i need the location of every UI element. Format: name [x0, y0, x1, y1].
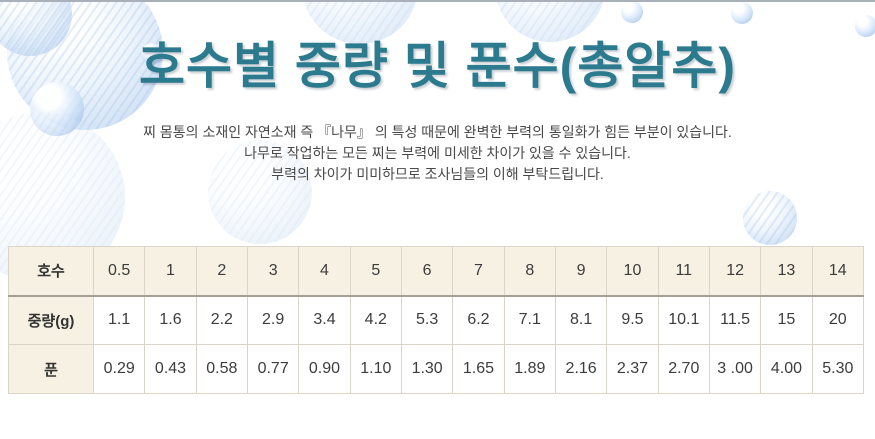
- intro-text: 찌 몸통의 소재인 자연소재 즉 『나무』 의 특성 때문에 완벽한 부력의 통…: [0, 122, 875, 185]
- table-cell: 9.5: [606, 295, 659, 345]
- table-cell: 11: [657, 246, 710, 297]
- table-cell: 9: [554, 246, 608, 297]
- table-cell: 11.5: [708, 295, 762, 345]
- row-label-cell: 푼: [8, 344, 94, 394]
- table-cell: 2.9: [246, 295, 300, 345]
- table-cell: 2: [195, 246, 248, 297]
- table-cell: 4: [298, 246, 351, 297]
- page-title: 호수별 중량 및 푼수(총알추): [139, 38, 736, 94]
- table-cell: 6: [400, 246, 454, 297]
- table-row-pun: 푼 0.29 0.43 0.58 0.77 0.90 1.10 1.30 1.6…: [8, 344, 865, 394]
- table-cell: 3: [246, 246, 300, 297]
- table-cell: 14: [811, 246, 865, 297]
- table-cell: 2.16: [554, 344, 608, 394]
- table-cell: 0.58: [195, 344, 248, 394]
- table-cell: 6.2: [452, 295, 505, 345]
- table-cell: 0.77: [246, 344, 300, 394]
- table-row-weight: 중량(g) 1.1 1.6 2.2 2.9 3.4 4.2 5.3 6.2 7.…: [8, 295, 865, 345]
- table-cell: 7: [452, 246, 505, 297]
- table-cell: 2.2: [195, 295, 248, 345]
- table-cell: 5: [349, 246, 402, 297]
- table-cell: 5.30: [811, 344, 865, 394]
- table-cell: 1.6: [144, 295, 197, 345]
- table-cell: 1.30: [400, 344, 454, 394]
- table-cell: 1.89: [503, 344, 556, 394]
- table-cell: 1.1: [92, 295, 146, 345]
- intro-line-1: 찌 몸통의 소재인 자연소재 즉 『나무』 의 특성 때문에 완벽한 부력의 통…: [143, 124, 732, 140]
- table-cell: 12: [708, 246, 762, 297]
- table-cell: 8.1: [554, 295, 608, 345]
- table-cell: 1.10: [349, 344, 402, 394]
- table-cell: 0.29: [92, 344, 146, 394]
- table-cell: 4.00: [760, 344, 813, 394]
- table-cell: 4.2: [349, 295, 402, 345]
- table-row-size: 호수 0.5 1 2 3 4 5 6 7 8 9 10 11 12 13 14: [8, 246, 865, 297]
- table-cell: 1.65: [452, 344, 505, 394]
- table-cell: 3 .00: [708, 344, 762, 394]
- bubble-graphic: [621, 2, 643, 23]
- intro-line-2: 나무로 작업하는 모든 찌는 부력에 미세한 차이가 있을 수 있습니다.: [244, 145, 631, 161]
- intro-line-3: 부력의 차이가 미미하므로 조사님들의 이해 부탁드립니다.: [271, 166, 604, 182]
- table-cell: 3.4: [298, 295, 351, 345]
- bubble-graphic: [731, 2, 753, 24]
- table-cell: 0.43: [144, 344, 197, 394]
- table-cell: 10.1: [657, 295, 710, 345]
- table-cell: 2.70: [657, 344, 710, 394]
- table-cell: 2.37: [606, 344, 659, 394]
- table-cell: 5.3: [400, 295, 454, 345]
- table-cell: 1: [144, 246, 197, 297]
- bubble-graphic: [743, 191, 797, 245]
- row-label-cell: 호수: [8, 246, 94, 297]
- table-cell: 7.1: [503, 295, 556, 345]
- weight-table: 호수 0.5 1 2 3 4 5 6 7 8 9 10 11 12 13 14 …: [8, 246, 865, 394]
- table-cell: 10: [606, 246, 659, 297]
- table-cell: 15: [760, 295, 813, 345]
- table-cell: 0.5: [92, 246, 146, 297]
- table-cell: 8: [503, 246, 556, 297]
- table-cell: 0.90: [298, 344, 351, 394]
- row-label-cell: 중량(g): [8, 295, 94, 345]
- table-cell: 13: [760, 246, 813, 297]
- table-cell: 20: [811, 295, 865, 345]
